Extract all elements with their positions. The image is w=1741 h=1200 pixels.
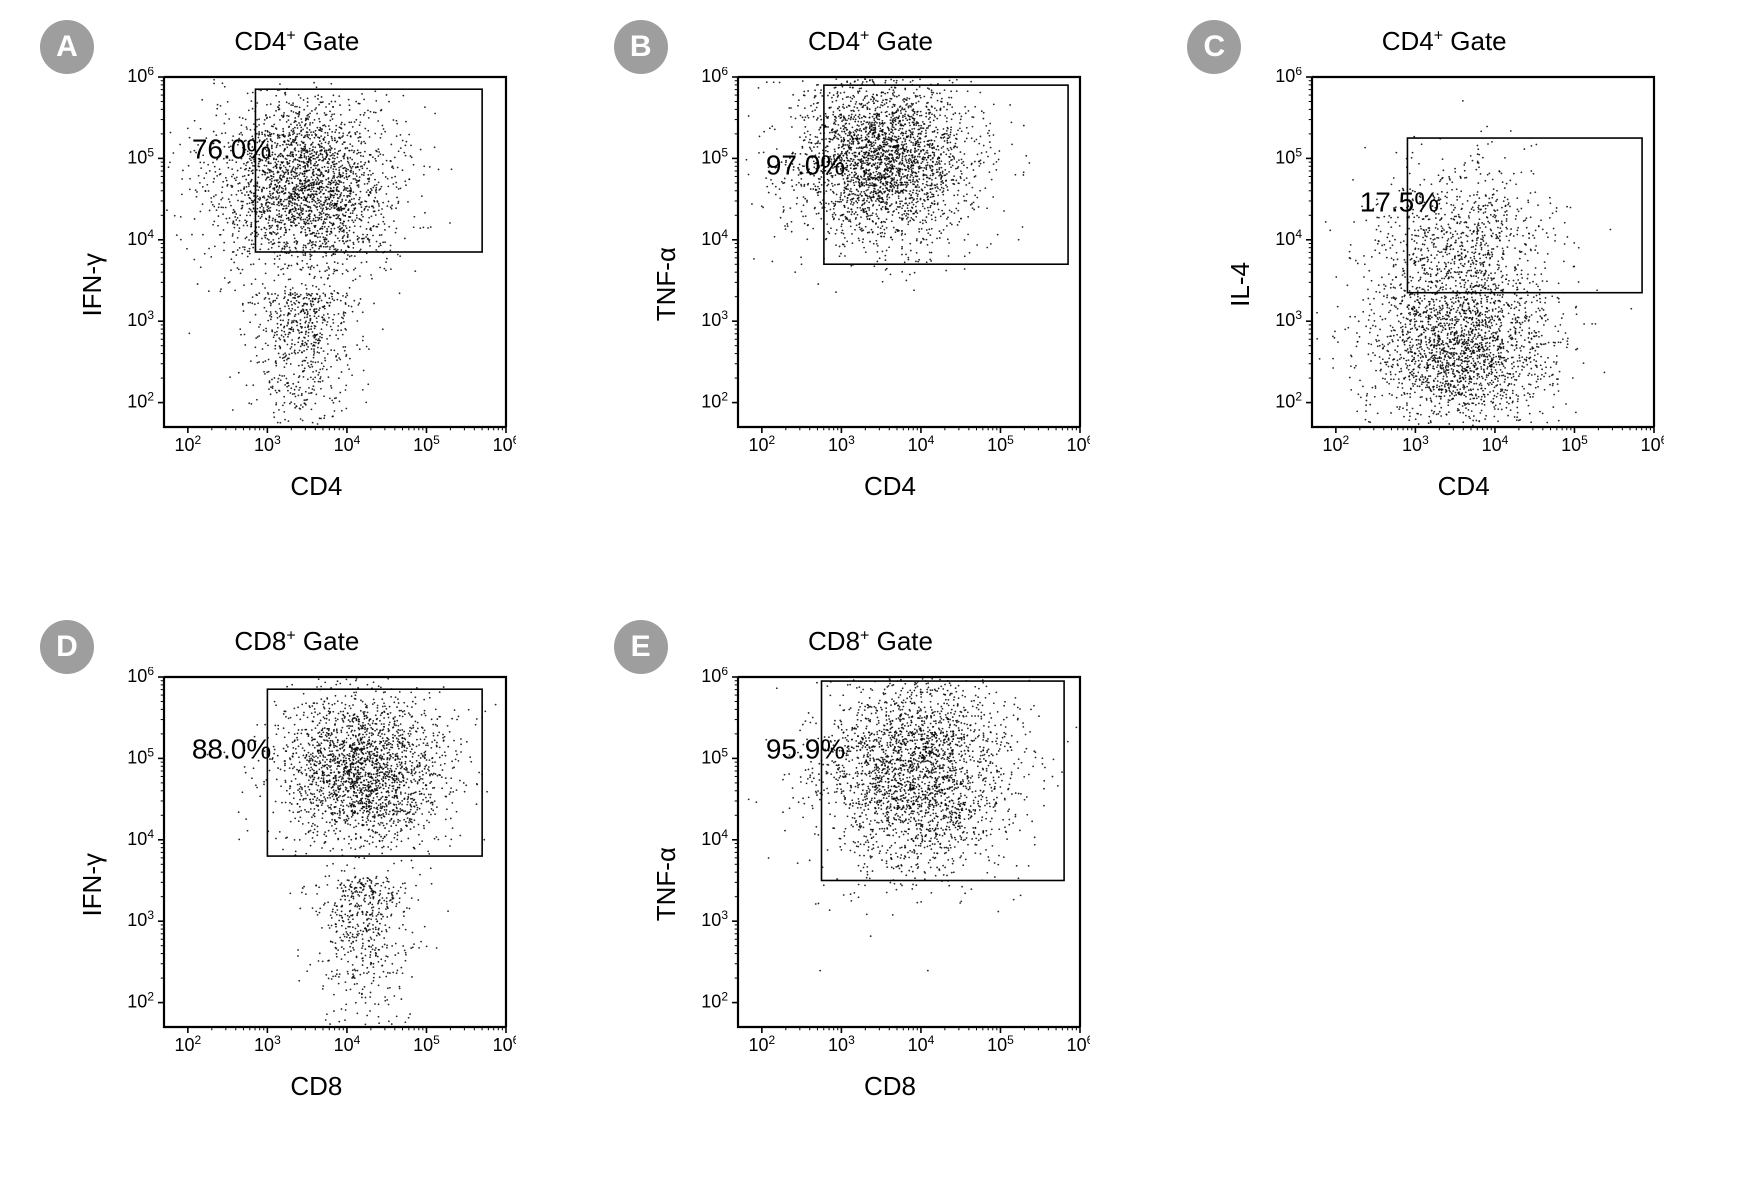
scatter-plot: 102 102 103 103 104 104 105 105 106 106 76.0% (116, 67, 516, 467)
x-axis-label: CD8 (290, 1071, 342, 1102)
y-axis-label: IFN-γ (77, 853, 108, 917)
svg-text:106: 106 (493, 433, 516, 455)
panel-B: B CD4+ Gate TNF-α 1021021031031041041051051… (604, 20, 1138, 570)
panel-badge: A (40, 20, 94, 74)
scatter-plot: 10210210310310410410510510610617.5% (1264, 67, 1664, 467)
panel-C: C CD4+ Gate IL-4 10210210310310410410510510… (1177, 20, 1711, 570)
panel-badge: E (614, 620, 668, 674)
panel-D: D CD8+ Gate IFN-γ 1021021031031041041051051… (30, 620, 564, 1170)
gate-rectangle (268, 689, 483, 856)
gate-percent-label: 97.0% (766, 150, 845, 181)
gate-percent-label: 76.0% (192, 133, 271, 164)
y-axis-label: IL-4 (1225, 262, 1256, 307)
gate-rectangle (821, 681, 1064, 880)
panel-A: ACD4+ GateIFN-γ1021021031031041041051051… (30, 20, 564, 570)
x-axis-label: CD4 (290, 471, 342, 502)
x-axis-label: CD4 (1438, 471, 1490, 502)
svg-text:103: 103 (128, 308, 155, 330)
panel-title: CD4+ Gate (234, 26, 359, 57)
svg-text:104: 104 (334, 433, 361, 455)
figure-grid: ACD4+ GateIFN-γ1021021031031041041051051… (0, 0, 1741, 1200)
x-axis-label: CD4 (864, 471, 916, 502)
panel-E: E CD8+ Gate TNF-α 1021021031031041041051051… (604, 620, 1138, 1170)
svg-text:106: 106 (128, 67, 155, 86)
svg-text:102: 102 (175, 433, 202, 455)
scatter-plot: 10210210310310410410510510610688.0% (116, 667, 516, 1067)
x-axis-label: CD8 (864, 1071, 916, 1102)
svg-text:105: 105 (128, 145, 155, 167)
panel-badge: C (1187, 20, 1241, 74)
panel-badge: D (40, 620, 94, 674)
scatter-plot: 10210210310310410410510510610695.9% (690, 667, 1090, 1067)
panel-badge: B (614, 20, 668, 74)
gate-percent-label: 95.9% (766, 733, 845, 764)
gate-percent-label: 17.5% (1359, 186, 1438, 217)
scatter-plot: 10210210310310410410510510610697.0% (690, 67, 1090, 467)
y-axis-label: TNF-α (651, 247, 682, 321)
y-axis-label: TNF-α (651, 847, 682, 921)
svg-text:105: 105 (413, 433, 440, 455)
panel-title: CD4+ Gate (808, 26, 933, 57)
svg-text:103: 103 (254, 433, 281, 455)
y-axis-label: IFN-γ (77, 253, 108, 317)
panel-title: CD8+ Gate (808, 626, 933, 657)
gate-percent-label: 88.0% (192, 733, 271, 764)
panel-title: CD4+ Gate (1382, 26, 1507, 57)
svg-text:102: 102 (128, 390, 155, 412)
svg-text:104: 104 (128, 227, 155, 249)
gate-rectangle (1407, 138, 1642, 293)
panel-title: CD8+ Gate (234, 626, 359, 657)
gate-rectangle (256, 89, 483, 252)
